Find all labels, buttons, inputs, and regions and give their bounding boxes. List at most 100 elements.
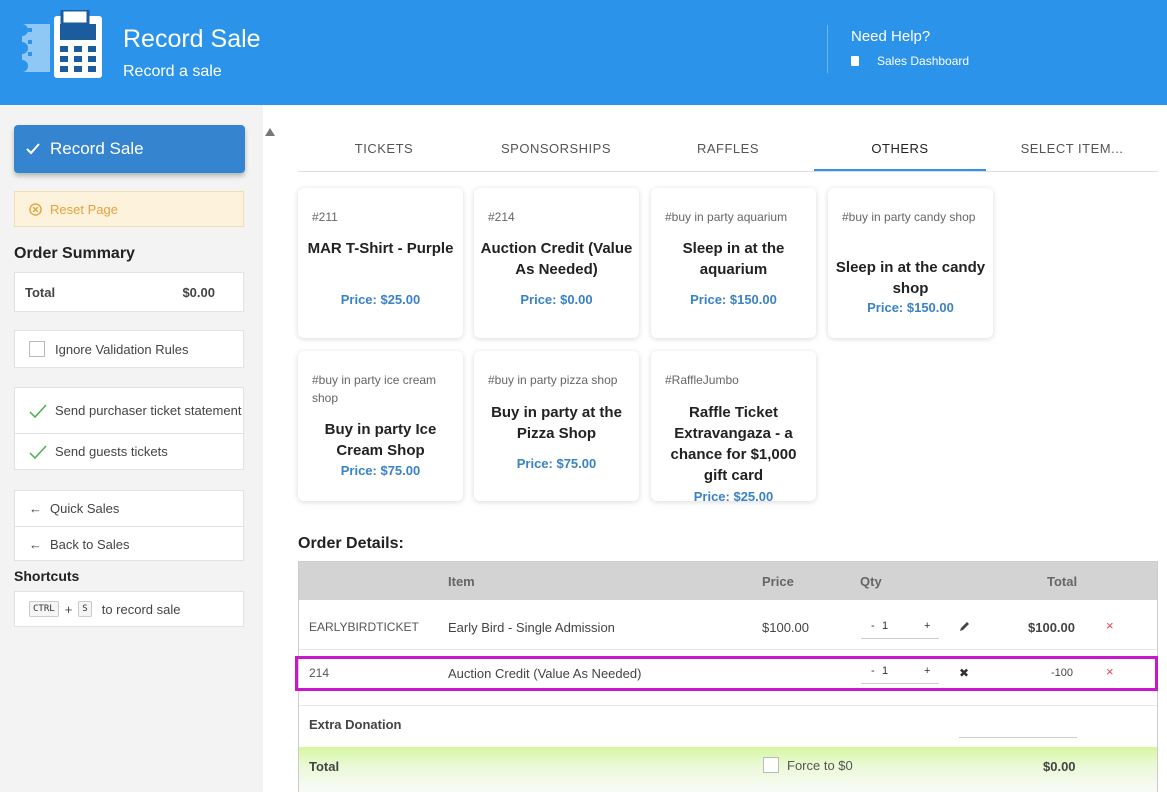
send-guests-label: Send guests tickets	[55, 444, 168, 459]
row-code: EARLYBIRDTICKET	[309, 620, 419, 634]
remove-row-icon[interactable]: ×	[1106, 618, 1114, 633]
send-guests-toggle[interactable]: Send guests tickets	[15, 434, 243, 469]
qty-increment-button[interactable]: +	[924, 620, 931, 632]
close-circle-icon	[29, 202, 42, 216]
item-card[interactable]: #buy in party candy shop Sleep in at the…	[828, 188, 993, 338]
shortcut-hint: CTRL + S to record sale	[14, 591, 244, 627]
item-code: #buy in party aquarium	[665, 210, 788, 224]
extra-donation-row: Extra Donation	[299, 705, 1157, 747]
shortcut-description: to record sale	[101, 601, 181, 617]
qty-value[interactable]: 1	[882, 665, 889, 677]
extra-donation-input[interactable]	[959, 720, 1077, 738]
extra-donation-label: Extra Donation	[309, 717, 402, 732]
quantity-stepper[interactable]: - 1 +	[861, 660, 939, 684]
checkmark-icon	[29, 444, 47, 459]
record-sale-label: Record Sale	[50, 139, 144, 158]
tab-sponsorships[interactable]: SPONSORSHIPS	[500, 141, 612, 156]
record-sale-button[interactable]: Record Sale	[14, 125, 245, 173]
item-code: #211	[312, 210, 338, 224]
sidebar: Record Sale Reset Page Order Summary Tot…	[0, 105, 263, 792]
tab-raffles[interactable]: RAFFLES	[696, 141, 759, 156]
item-card[interactable]: #RaffleJumbo Raffle Ticket Extravangaza …	[651, 351, 816, 504]
item-price: Price: $0.00	[520, 292, 593, 307]
summary-total-value: $0.00	[182, 284, 215, 300]
ctrl-key: CTRL	[29, 601, 59, 617]
item-price: Price: $150.00	[690, 292, 777, 307]
arrow-left-icon: ←	[29, 536, 42, 552]
item-name: Sleep in at the candy shop	[835, 259, 986, 297]
item-name: Auction Credit (Value As Needed)	[480, 240, 633, 278]
shortcuts-heading: Shortcuts	[14, 568, 80, 584]
sidebar-nav: ← Quick Sales ← Back to Sales	[14, 490, 244, 561]
scroll-up-arrow-icon[interactable]	[265, 128, 275, 136]
item-tabs: TICKETS SPONSORSHIPS RAFFLES OTHERS SELE…	[298, 128, 1158, 172]
quick-sales-label: Quick Sales	[50, 501, 120, 516]
item-name: Raffle Ticket Extravangaza - a chance fo…	[670, 404, 797, 484]
sales-dashboard-link[interactable]: Sales Dashboard	[851, 54, 969, 68]
plus-sign: +	[64, 601, 73, 617]
sales-dashboard-label: Sales Dashboard	[877, 54, 970, 68]
item-code: #buy in party candy shop	[842, 210, 976, 224]
quantity-stepper[interactable]: - 1 +	[861, 615, 939, 639]
order-table: Item Price Qty Total EARLYBIRDTICKET Ear…	[298, 561, 1158, 792]
row-total: $100.00	[1028, 620, 1075, 635]
col-item: Item	[448, 574, 475, 589]
ignore-validation-checkbox[interactable]	[29, 341, 45, 357]
order-total-value: $0.00	[1043, 759, 1076, 774]
qty-increment-button[interactable]: +	[924, 665, 931, 677]
item-card[interactable]: #buy in party aquarium Sleep in at the a…	[651, 188, 816, 338]
item-name: Buy in party at the Pizza Shop	[491, 404, 622, 442]
row-item: Auction Credit (Value As Needed)	[448, 666, 642, 681]
item-price: Price: $150.00	[867, 300, 954, 315]
cash-register-icon	[22, 10, 102, 78]
checkmark-icon	[29, 403, 47, 418]
item-card[interactable]: #buy in party pizza shop Buy in party at…	[474, 351, 639, 501]
quick-sales-link[interactable]: ← Quick Sales	[15, 491, 243, 526]
header-divider	[827, 25, 828, 73]
page-subtitle: Record a sale	[123, 63, 222, 80]
row-item: Early Bird - Single Admission	[448, 620, 615, 635]
ignore-validation-option[interactable]: Ignore Validation Rules	[14, 330, 244, 368]
order-summary-heading: Order Summary	[14, 245, 135, 262]
item-code: #buy in party pizza shop	[488, 373, 618, 387]
item-price: Price: $25.00	[340, 292, 421, 307]
row-total-input[interactable]: -100	[1051, 667, 1074, 679]
reset-page-button[interactable]: Reset Page	[14, 191, 244, 227]
app-header: Record Sale Record a sale Need Help? Sal…	[0, 0, 1167, 105]
row-code: 214	[309, 666, 330, 680]
send-statement-toggle[interactable]: Send purchaser ticket statement	[15, 388, 243, 434]
table-row: EARLYBIRDTICKET Early Bird - Single Admi…	[299, 602, 1157, 650]
tab-tickets[interactable]: TICKETS	[354, 141, 414, 156]
order-total-row: Total Force to $0 $0.00	[299, 747, 1157, 792]
force-to-zero-label: Force to $0	[787, 757, 853, 773]
qty-value[interactable]: 1	[882, 620, 889, 632]
force-to-zero-checkbox[interactable]	[763, 757, 779, 773]
reset-page-label: Reset Page	[50, 201, 118, 217]
item-card[interactable]: #214 Auction Credit (Value As Needed) Pr…	[474, 188, 639, 338]
item-price: Price: $25.00	[693, 489, 774, 504]
qty-decrement-button[interactable]: -	[871, 620, 875, 632]
item-code: #buy in party ice cream shop	[312, 373, 437, 405]
back-to-sales-label: Back to Sales	[50, 536, 130, 552]
page-title: Record Sale	[123, 25, 261, 53]
pencil-icon[interactable]	[959, 620, 971, 632]
need-help-label: Need Help?	[851, 28, 931, 45]
order-total-label: Total	[309, 759, 340, 774]
item-name: Sleep in at the aquarium	[682, 240, 785, 278]
item-card[interactable]: #buy in party ice cream shop Buy in part…	[298, 351, 463, 501]
remove-row-icon[interactable]: ×	[1106, 664, 1114, 679]
item-code: #214	[488, 210, 515, 224]
qty-decrement-button[interactable]: -	[871, 665, 875, 677]
force-to-zero-option[interactable]: Force to $0	[763, 757, 853, 773]
summary-total-row: Total $0.00	[14, 272, 244, 312]
item-code: #RaffleJumbo	[665, 373, 739, 387]
item-card[interactable]: #211 MAR T-Shirt - Purple Price: $25.00	[298, 188, 463, 338]
order-details-heading: Order Details:	[298, 535, 404, 552]
cancel-edit-icon[interactable]: ✖	[959, 666, 970, 680]
tab-others[interactable]: OTHERS	[814, 128, 986, 171]
back-to-sales-link[interactable]: ← Back to Sales	[15, 526, 243, 561]
col-price: Price	[762, 574, 794, 589]
tab-select-item[interactable]: SELECT ITEM...	[1020, 141, 1124, 156]
col-qty: Qty	[860, 574, 882, 589]
send-options: Send purchaser ticket statement Send gue…	[14, 387, 244, 470]
